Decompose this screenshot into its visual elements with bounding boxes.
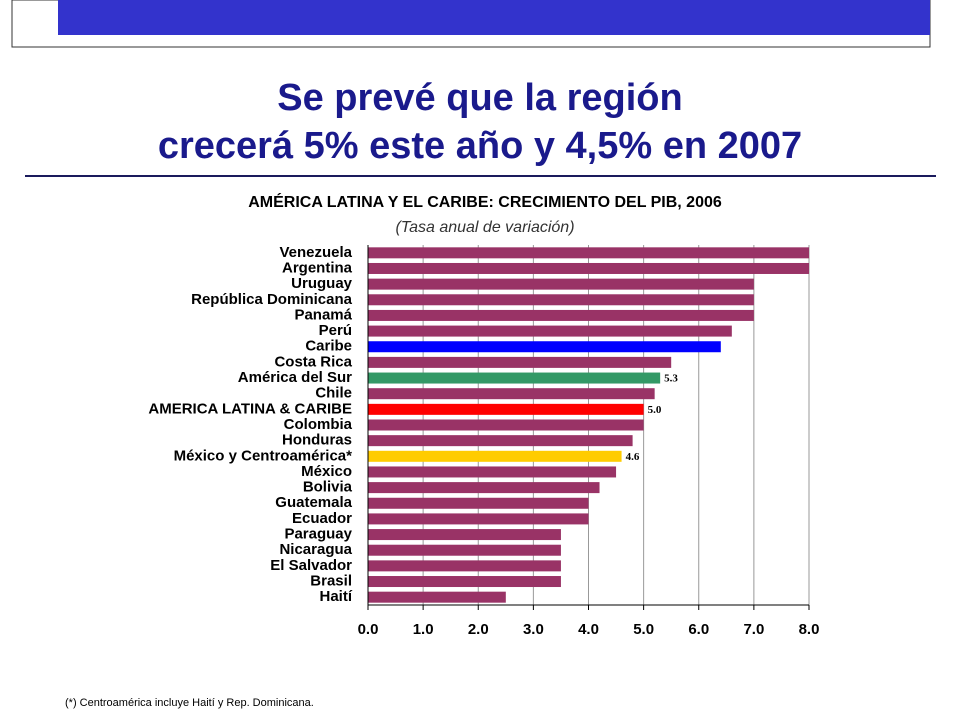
title-line: Se prevé que la región xyxy=(277,77,682,119)
chart-title: AMÉRICA LATINA Y EL CARIBE: CRECIMIENTO … xyxy=(248,192,722,211)
x-tick-label: 2.0 xyxy=(468,621,489,638)
category-label: Brasil xyxy=(310,572,352,589)
category-label: Colombia xyxy=(284,416,353,433)
value-label: 5.3 xyxy=(664,373,678,385)
bar xyxy=(368,247,809,259)
category-label: Guatemala xyxy=(275,494,352,511)
category-label: Costa Rica xyxy=(274,353,352,370)
category-label: El Salvador xyxy=(270,557,352,574)
bar xyxy=(368,497,589,509)
bar xyxy=(368,591,506,603)
x-tick-label: 7.0 xyxy=(743,621,764,638)
bar xyxy=(368,278,754,290)
bar xyxy=(368,450,622,462)
footnote: (*) Centroamérica incluye Haití y Rep. D… xyxy=(65,697,314,709)
category-label: Uruguay xyxy=(291,275,353,292)
category-label: República Dominicana xyxy=(191,291,353,308)
category-label: Panamá xyxy=(294,306,352,323)
category-label: Caribe xyxy=(305,338,352,355)
bar xyxy=(368,325,732,337)
category-label: Honduras xyxy=(282,432,352,449)
category-label: Haití xyxy=(319,588,352,605)
bar xyxy=(368,482,600,494)
category-label: América del Sur xyxy=(238,369,352,386)
bar xyxy=(368,262,809,274)
x-tick-label: 4.0 xyxy=(578,621,599,638)
bar xyxy=(368,560,561,572)
bar xyxy=(368,529,561,541)
x-tick-label: 5.0 xyxy=(633,621,654,638)
category-label: Paraguay xyxy=(284,526,352,543)
bar xyxy=(368,466,617,478)
x-tick-label: 3.0 xyxy=(523,621,544,638)
category-label: Chile xyxy=(315,385,352,402)
bar xyxy=(368,544,561,556)
bar xyxy=(368,309,754,321)
bar xyxy=(368,576,561,588)
category-label: Argentina xyxy=(282,259,353,276)
bar xyxy=(368,388,655,400)
bar xyxy=(368,356,672,368)
category-label: México xyxy=(301,463,352,480)
category-label: México y Centroamérica* xyxy=(174,447,353,464)
category-label: Venezuela xyxy=(279,244,352,261)
bar xyxy=(368,435,633,447)
value-label: 5.0 xyxy=(648,404,662,416)
title-line: crecerá 5% este año y 4,5% en 2007 xyxy=(158,125,802,167)
x-tick-label: 0.0 xyxy=(358,621,379,638)
header-bar xyxy=(58,0,930,35)
bar xyxy=(368,419,644,431)
bar xyxy=(368,513,589,525)
bar xyxy=(368,341,721,353)
bar xyxy=(368,294,754,306)
bar xyxy=(368,372,661,384)
category-label: Perú xyxy=(319,322,352,339)
category-label: Nicaragua xyxy=(279,541,352,558)
x-tick-label: 8.0 xyxy=(799,621,820,638)
category-label: Bolivia xyxy=(303,479,353,496)
category-label: AMERICA LATINA & CARIBE xyxy=(148,400,352,417)
value-label: 4.6 xyxy=(626,451,640,463)
chart-subtitle: (Tasa anual de variación) xyxy=(395,219,574,236)
category-label: Ecuador xyxy=(292,510,352,527)
x-tick-label: 1.0 xyxy=(413,621,434,638)
bar xyxy=(368,403,644,415)
x-tick-label: 6.0 xyxy=(688,621,709,638)
